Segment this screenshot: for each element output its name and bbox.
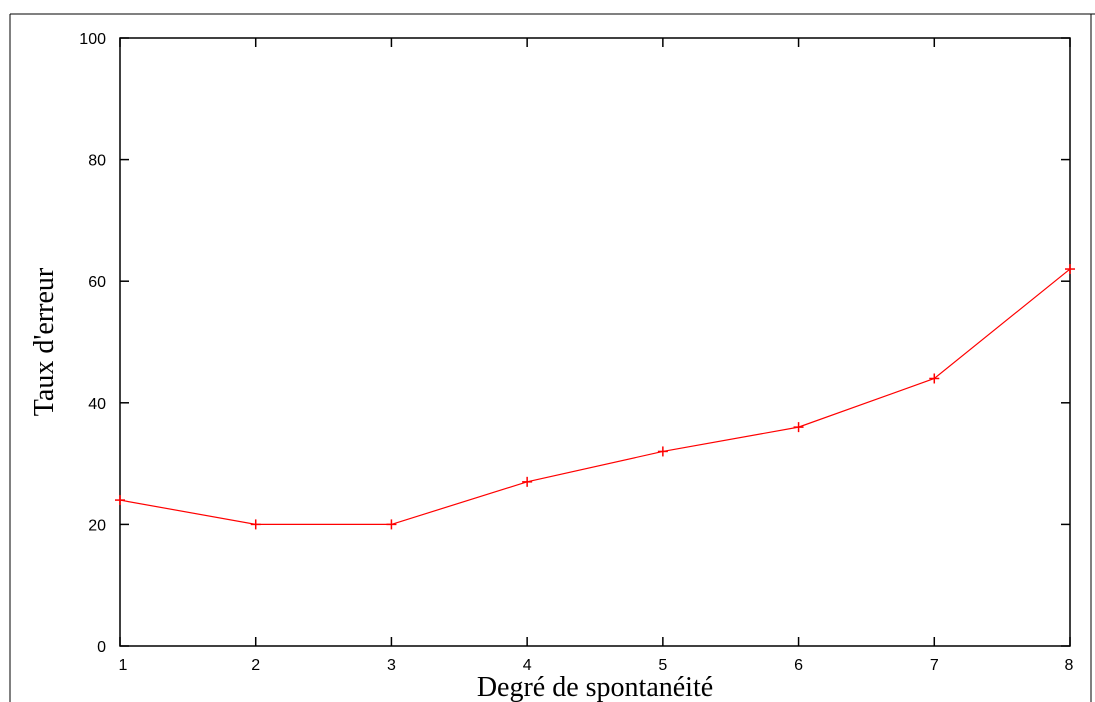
x-axis-tick-labels: 1 2 3 4 5 6 7 8 [119, 657, 1074, 674]
y-tick-label-4: 80 [88, 153, 106, 170]
plot-area [119, 37, 1071, 647]
x-axis-ticks [119, 38, 1071, 646]
y-axis-title: Taux d'erreur [29, 267, 60, 416]
y-axis-tick-labels: 0 20 40 60 80 100 [79, 31, 106, 656]
x-axis-title: Degré de spontanéité [477, 672, 713, 702]
y-tick-label-2: 40 [88, 396, 106, 413]
data-point-0-2 [386, 519, 397, 530]
x-tick-label-1: 2 [251, 657, 260, 674]
data-point-0-3 [522, 476, 533, 487]
x-tick-label-2: 3 [387, 657, 396, 674]
data-point-0-5 [793, 422, 804, 433]
data-point-0-4 [657, 446, 668, 457]
series-layer [115, 264, 1075, 530]
y-tick-label-3: 60 [88, 274, 106, 291]
y-axis-ticks [120, 37, 1070, 647]
x-tick-label-3: 4 [523, 657, 532, 674]
x-tick-label-5: 6 [794, 657, 803, 674]
y-tick-label-0: 0 [97, 639, 106, 656]
x-tick-label-6: 7 [930, 657, 939, 674]
x-tick-label-0: 1 [119, 657, 128, 674]
data-point-0-0 [115, 495, 125, 506]
x-tick-label-4: 5 [658, 657, 667, 674]
y-tick-label-5: 100 [79, 31, 106, 48]
series-line-0 [119, 268, 1071, 526]
data-point-0-6 [929, 373, 940, 384]
data-point-0-7 [1065, 264, 1075, 275]
data-point-0-1 [250, 519, 261, 530]
y-tick-label-1: 20 [88, 517, 106, 534]
x-tick-label-7: 8 [1065, 657, 1074, 674]
